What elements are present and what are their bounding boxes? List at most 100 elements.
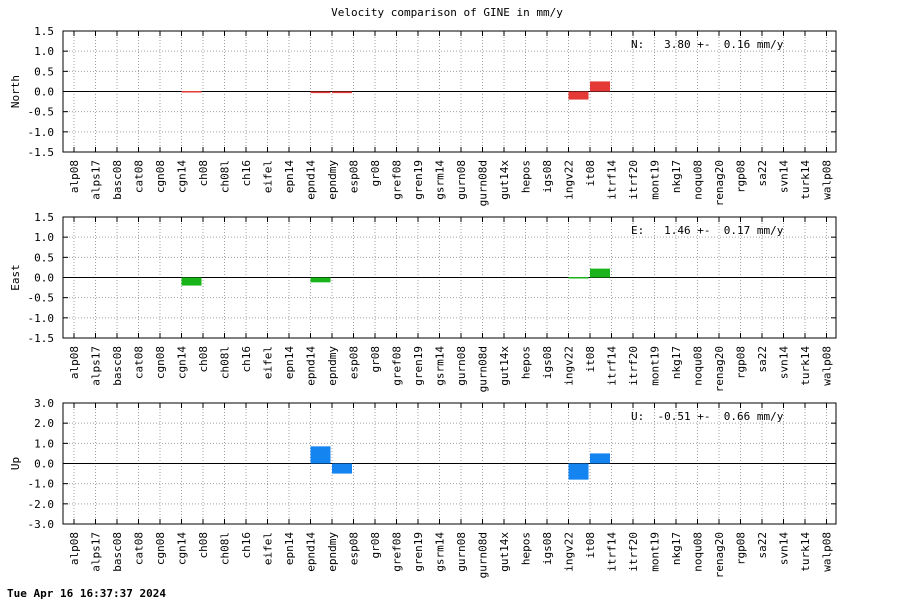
bar-epndmy bbox=[332, 91, 352, 94]
y-tick-label: -0.5 bbox=[28, 106, 55, 119]
x-tick-label: alps17 bbox=[90, 346, 103, 386]
timestamp: Tue Apr 16 16:37:37 2024 bbox=[7, 587, 166, 600]
x-tick-label: gr08 bbox=[369, 346, 382, 373]
x-tick-label: turk14 bbox=[799, 532, 812, 572]
x-tick-label: gut14x bbox=[498, 160, 511, 200]
x-tick-label: gurn08 bbox=[455, 160, 468, 200]
x-tick-label: basc08 bbox=[111, 532, 124, 572]
x-tick-label: esp08 bbox=[348, 532, 361, 565]
y-tick-label: -1.5 bbox=[28, 146, 55, 159]
y-tick-label: 1.0 bbox=[34, 45, 54, 58]
x-tick-label: ingv22 bbox=[563, 160, 576, 200]
x-tick-label: igs08 bbox=[541, 346, 554, 379]
y-tick-label: -1.0 bbox=[28, 478, 55, 491]
y-tick-label: 3.0 bbox=[34, 397, 54, 410]
x-tick-label: ch08 bbox=[197, 346, 210, 373]
x-tick-label: ch16 bbox=[240, 160, 253, 187]
x-tick-label: ingv22 bbox=[563, 532, 576, 572]
bar-ingv22 bbox=[568, 277, 589, 279]
x-tick-label: it08 bbox=[584, 346, 597, 373]
y-tick-label: -3.0 bbox=[28, 518, 55, 531]
x-tick-label: alp08 bbox=[68, 532, 81, 565]
x-tick-label: eifel bbox=[262, 346, 275, 379]
y-tick-label: 0.0 bbox=[34, 272, 54, 285]
stat-annotation: N: 3.80 +- 0.16 mm/y bbox=[631, 38, 784, 51]
x-tick-label: gren19 bbox=[412, 532, 425, 572]
x-tick-label: gren19 bbox=[412, 346, 425, 386]
x-tick-label: ch16 bbox=[240, 346, 253, 373]
x-tick-label: igs08 bbox=[541, 160, 554, 193]
x-tick-label: basc08 bbox=[111, 346, 124, 386]
x-tick-label: ch08 bbox=[197, 532, 210, 559]
x-tick-label: itrf20 bbox=[627, 532, 640, 572]
y-axis-label: Up bbox=[9, 457, 22, 470]
x-tick-label: noqu08 bbox=[692, 160, 705, 200]
x-tick-label: esp08 bbox=[348, 160, 361, 193]
x-tick-label: gurn08 bbox=[455, 346, 468, 386]
y-tick-label: -1.0 bbox=[28, 312, 55, 325]
x-tick-label: alp08 bbox=[68, 160, 81, 193]
x-tick-label: eifel bbox=[262, 532, 275, 565]
x-tick-label: gurn08d bbox=[477, 532, 490, 578]
y-tick-label: -0.5 bbox=[28, 292, 55, 305]
stat-annotation: U: -0.51 +- 0.66 mm/y bbox=[631, 410, 784, 423]
x-tick-label: cgn14 bbox=[176, 160, 189, 193]
x-tick-label: cgn14 bbox=[176, 532, 189, 565]
x-tick-label: rgp08 bbox=[735, 346, 748, 379]
chart-title: Velocity comparison of GINE in mm/y bbox=[331, 6, 563, 19]
x-tick-label: rgp08 bbox=[735, 160, 748, 193]
x-tick-label: renag20 bbox=[713, 532, 726, 578]
x-tick-label: walp08 bbox=[821, 532, 834, 572]
plot-frame bbox=[62, 30, 837, 153]
x-tick-label: gurn08d bbox=[477, 160, 490, 206]
y-tick-label: -1.0 bbox=[28, 126, 55, 139]
x-tick-label: ch08l bbox=[219, 160, 232, 193]
x-tick-label: alp08 bbox=[68, 346, 81, 379]
x-tick-label: cgn14 bbox=[176, 346, 189, 379]
x-tick-label: epn14 bbox=[283, 532, 296, 565]
x-tick-label: renag20 bbox=[713, 160, 726, 206]
y-tick-label: 1.0 bbox=[34, 231, 54, 244]
y-tick-label: -1.5 bbox=[28, 332, 55, 345]
x-tick-label: turk14 bbox=[799, 346, 812, 386]
bar-epnd14 bbox=[310, 277, 331, 283]
y-tick-label: 1.5 bbox=[34, 25, 54, 38]
x-tick-label: svn14 bbox=[778, 532, 791, 565]
x-tick-label: svn14 bbox=[778, 346, 791, 379]
x-tick-label: gsrm14 bbox=[434, 532, 447, 572]
x-tick-label: rgp08 bbox=[735, 532, 748, 565]
x-tick-label: epnd14 bbox=[305, 346, 318, 386]
x-tick-label: gut14x bbox=[498, 532, 511, 572]
x-tick-label: ingv22 bbox=[563, 346, 576, 386]
x-tick-label: hepos bbox=[520, 532, 533, 565]
x-tick-label: itrf14 bbox=[606, 532, 619, 572]
x-tick-label: gref08 bbox=[391, 346, 404, 386]
x-tick-label: sa22 bbox=[756, 160, 769, 187]
x-tick-label: ch16 bbox=[240, 532, 253, 559]
x-tick-label: sa22 bbox=[756, 532, 769, 559]
bar-cgn14 bbox=[181, 277, 202, 286]
y-tick-label: 0.0 bbox=[34, 458, 54, 471]
x-tick-label: cat08 bbox=[133, 346, 146, 379]
x-tick-label: walp08 bbox=[821, 346, 834, 386]
x-tick-label: hepos bbox=[520, 346, 533, 379]
x-tick-label: ch08l bbox=[219, 346, 232, 379]
x-tick-label: hepos bbox=[520, 160, 533, 193]
x-tick-label: sa22 bbox=[756, 346, 769, 373]
x-tick-label: it08 bbox=[584, 160, 597, 187]
x-tick-label: gurn08d bbox=[477, 346, 490, 392]
x-tick-label: cgn08 bbox=[154, 532, 167, 565]
bar-ingv22 bbox=[568, 91, 589, 100]
y-tick-label: 2.0 bbox=[34, 417, 54, 430]
bar-ingv22 bbox=[568, 463, 589, 480]
x-tick-label: walp08 bbox=[821, 160, 834, 200]
panel-north: 1.5 1.0 0.5 0.0 -0.5 -1.0 -1.5 North N: 3.80 +- … bbox=[9, 25, 837, 206]
y-tick-label: -2.0 bbox=[28, 498, 55, 511]
x-tick-label: gsrm14 bbox=[434, 160, 447, 200]
panel-east: 1.5 1.0 0.5 0.0 -0.5 -1.0 -1.5 East E: 1.46 +- 0… bbox=[9, 211, 837, 392]
bar-it08 bbox=[590, 81, 610, 92]
x-tick-label: mont19 bbox=[649, 160, 662, 200]
x-tick-label: epndmy bbox=[326, 532, 339, 572]
x-tick-label: itrf20 bbox=[627, 346, 640, 386]
